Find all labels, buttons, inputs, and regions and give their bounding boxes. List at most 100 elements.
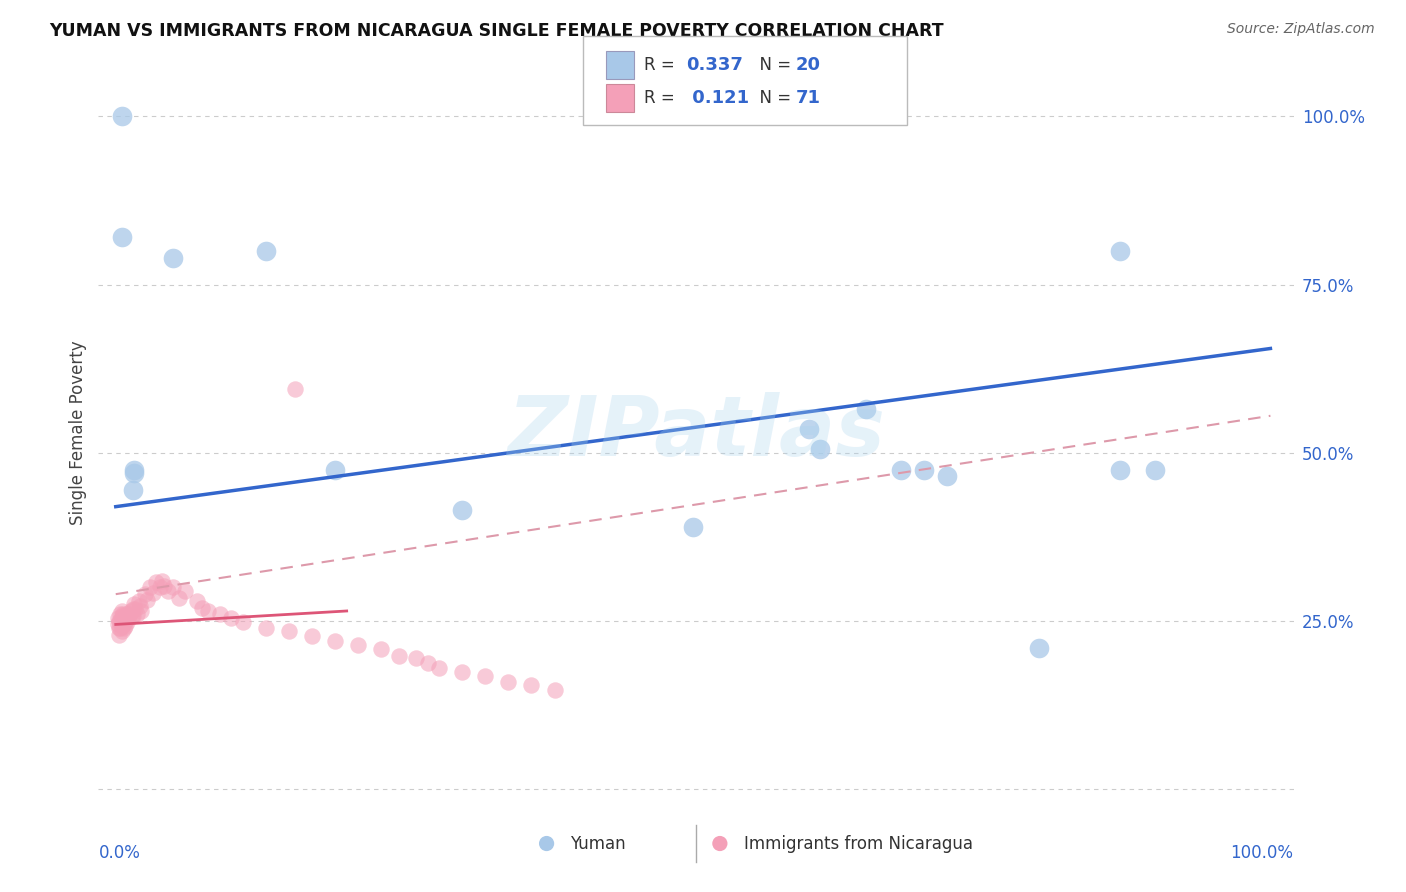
Point [149, 581, 172, 595]
Point [323, 462, 346, 476]
Point [122, 608, 145, 623]
Point [498, 674, 520, 689]
Point [474, 669, 496, 683]
Point [145, 575, 167, 590]
Point [855, 402, 877, 417]
Point [208, 607, 231, 622]
Point [111, 607, 134, 622]
Point [1143, 462, 1166, 476]
Point [117, 615, 139, 630]
Point [543, 682, 565, 697]
Text: ZIPatlas: ZIPatlas [508, 392, 884, 473]
Point [347, 638, 370, 652]
Point [156, 583, 179, 598]
Point [114, 614, 136, 628]
Point [219, 611, 242, 625]
Point [416, 656, 439, 670]
Point [167, 591, 190, 605]
Point [112, 615, 135, 630]
Point [121, 608, 143, 623]
Point [1109, 462, 1132, 476]
Point [370, 642, 392, 657]
Y-axis label: Single Female Poverty: Single Female Poverty [69, 341, 87, 524]
Point [110, 109, 132, 123]
Text: 71: 71 [796, 89, 821, 107]
Point [112, 621, 135, 635]
Point [122, 483, 145, 497]
Point [890, 462, 912, 476]
Text: Immigrants from Nicaragua: Immigrants from Nicaragua [744, 835, 973, 853]
Point [129, 599, 152, 614]
Point [135, 592, 157, 607]
Point [254, 244, 277, 258]
Point [912, 462, 935, 476]
Text: N =: N = [749, 89, 797, 107]
Point [111, 618, 134, 632]
Point [110, 607, 132, 622]
Text: 0.0%: 0.0% [98, 844, 141, 862]
Point [520, 678, 543, 692]
Point [405, 651, 427, 665]
Point [122, 602, 145, 616]
Text: YUMAN VS IMMIGRANTS FROM NICARAGUA SINGLE FEMALE POVERTY CORRELATION CHART: YUMAN VS IMMIGRANTS FROM NICARAGUA SINGL… [49, 22, 943, 40]
Point [110, 619, 132, 633]
Point [1109, 244, 1132, 258]
Text: N =: N = [749, 56, 797, 74]
Point [117, 611, 139, 625]
Point [388, 649, 411, 664]
Point [323, 634, 346, 648]
Point [115, 607, 138, 622]
Point [110, 608, 132, 623]
Point [108, 621, 131, 635]
Point [153, 579, 176, 593]
Point [150, 574, 173, 588]
Point [129, 604, 152, 618]
Point [120, 604, 142, 618]
Point [128, 594, 150, 608]
Point [537, 819, 560, 833]
Text: R =: R = [644, 56, 681, 74]
Point [122, 597, 145, 611]
Point [1028, 640, 1050, 655]
Point [936, 469, 959, 483]
Point [142, 586, 165, 600]
Point [115, 613, 138, 627]
Point [125, 607, 148, 622]
Point [278, 624, 301, 639]
Point [110, 614, 132, 628]
Point [111, 613, 134, 627]
Point [808, 442, 831, 457]
Text: Yuman: Yuman [571, 835, 626, 853]
Point [112, 611, 135, 625]
Point [162, 581, 184, 595]
Point [197, 604, 219, 618]
Point [110, 621, 132, 635]
Point [427, 661, 450, 675]
Point [174, 583, 197, 598]
Point [232, 615, 254, 630]
Point [107, 617, 129, 632]
Point [110, 230, 132, 244]
Point [186, 594, 208, 608]
Point [114, 608, 136, 623]
Text: 0.337: 0.337 [686, 56, 742, 74]
Point [284, 382, 307, 396]
Text: 20: 20 [796, 56, 821, 74]
Point [301, 629, 323, 643]
Point [134, 587, 156, 601]
Point [122, 466, 145, 480]
Point [110, 614, 132, 628]
Point [114, 619, 136, 633]
Text: 100.0%: 100.0% [1230, 844, 1294, 862]
Point [797, 422, 820, 436]
Point [139, 581, 162, 595]
Point [107, 611, 129, 625]
Point [108, 627, 131, 641]
Point [254, 621, 277, 635]
Point [118, 607, 141, 622]
Point [110, 604, 132, 618]
Point [124, 602, 146, 616]
Point [704, 819, 727, 833]
Point [682, 520, 704, 534]
Point [451, 503, 474, 517]
